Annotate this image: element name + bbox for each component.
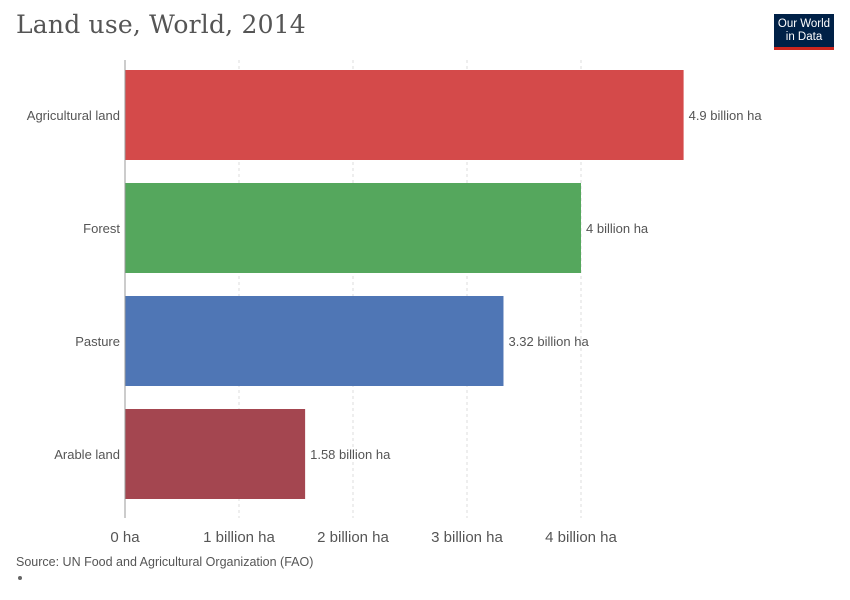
owid-logo[interactable]: Our World in Data [774, 14, 834, 50]
value-label: 4.9 billion ha [689, 108, 763, 123]
chart-title: Land use, World, 2014 [16, 10, 306, 39]
bar [125, 183, 581, 273]
x-tick-label: 1 billion ha [203, 529, 275, 546]
source-note: Source: UN Food and Agricultural Organiz… [16, 555, 314, 569]
value-label: 4 billion ha [586, 221, 649, 236]
category-label: Arable land [54, 447, 120, 462]
logo-line-2: in Data [785, 31, 823, 43]
category-label: Pasture [75, 334, 120, 349]
bullet-dot [18, 576, 22, 580]
bar [125, 409, 306, 499]
x-tick-label: 0 ha [110, 529, 140, 546]
category-label: Forest [83, 221, 120, 236]
x-tick-label: 4 billion ha [545, 529, 617, 546]
bar [125, 70, 684, 160]
x-tick-label: 3 billion ha [431, 529, 503, 546]
bar [125, 296, 504, 386]
value-label: 3.32 billion ha [508, 334, 589, 349]
logo-line-1: Our World [777, 18, 831, 30]
x-tick-label: 2 billion ha [317, 529, 389, 546]
value-label: 1.58 billion ha [310, 447, 391, 462]
category-label: Agricultural land [27, 108, 120, 123]
